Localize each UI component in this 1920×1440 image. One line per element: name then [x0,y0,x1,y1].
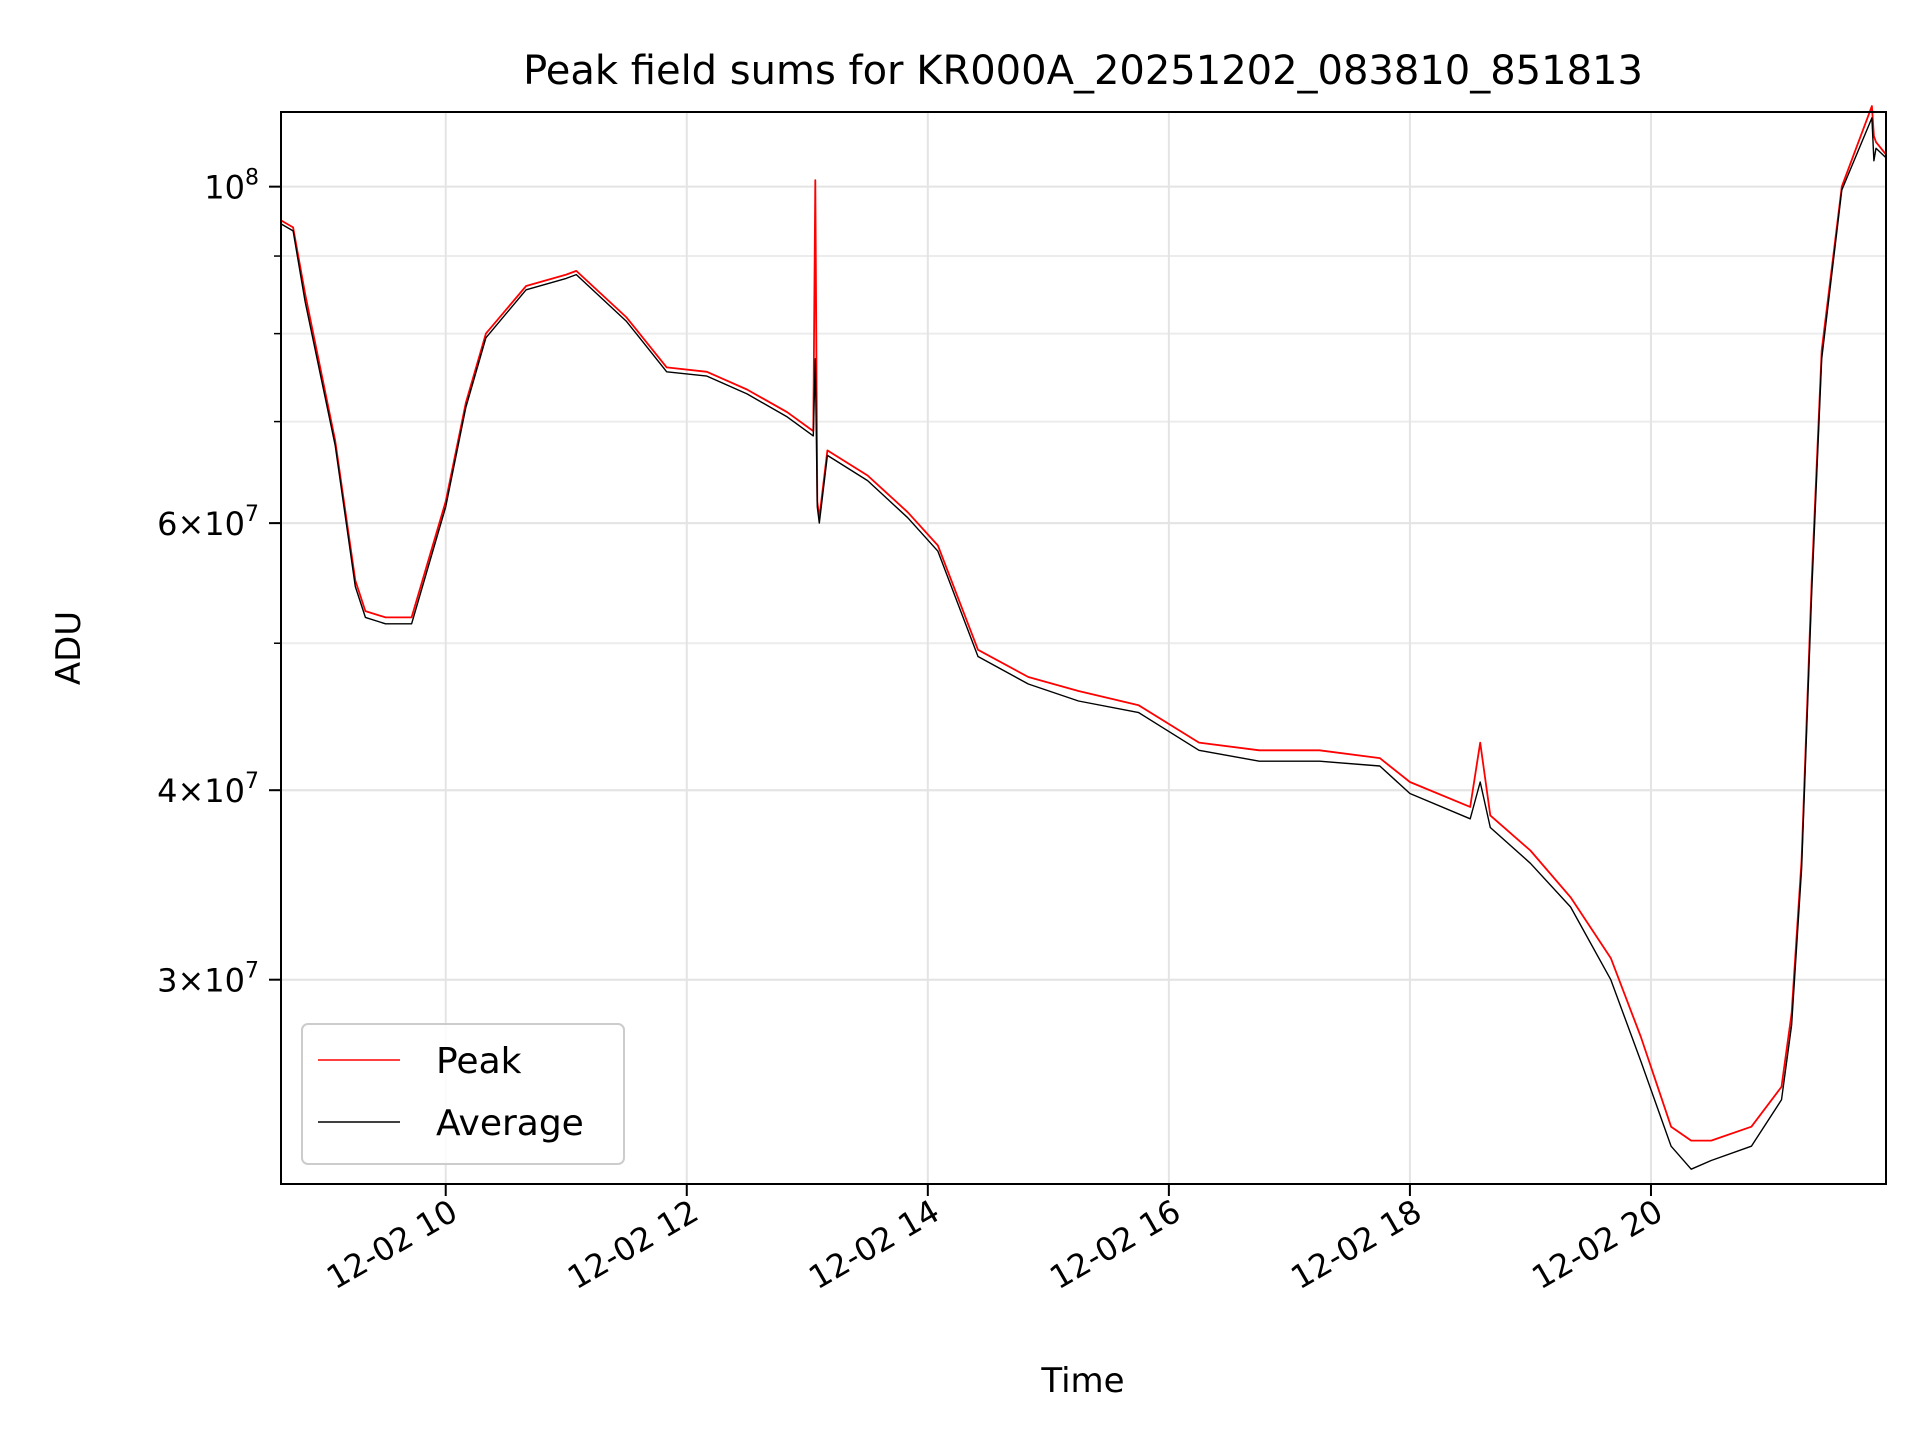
x-tick-label: 12-02 20 [1525,1192,1669,1297]
y-tick-label: 108 [204,166,259,207]
y-tick-label: 4×107 [157,769,259,810]
x-tick-label: 12-02 16 [1043,1192,1187,1297]
legend-box [301,1023,625,1165]
legend-label-average: Average [436,1103,584,1144]
x-tick-label: 12-02 10 [320,1192,464,1297]
chart-title: Peak field sums for KR000A_20251202_0838… [523,48,1643,94]
x-axis-label: Time [1040,1361,1124,1401]
legend: Peak Average [301,1023,625,1165]
grid [281,112,1886,1184]
plot-frame [280,111,1887,1185]
y-axis: 108 6×107 4×107 3×107 [157,166,281,1000]
y-tick-label: 6×107 [157,502,259,543]
legend-label-peak: Peak [436,1041,522,1082]
series-line-average [280,117,1887,1170]
x-axis: 12-02 10 12-02 12 12-02 14 12-02 16 12-02 18… [320,1184,1669,1297]
x-tick-label: 12-02 12 [561,1192,705,1297]
y-axis-label: ADU [49,611,89,685]
x-tick-label: 12-02 14 [802,1192,946,1297]
plot-series [280,105,1887,1170]
x-tick-label: 12-02 18 [1284,1192,1428,1297]
y-tick-label: 3×107 [157,959,259,1000]
series-line-peak [280,105,1887,1142]
